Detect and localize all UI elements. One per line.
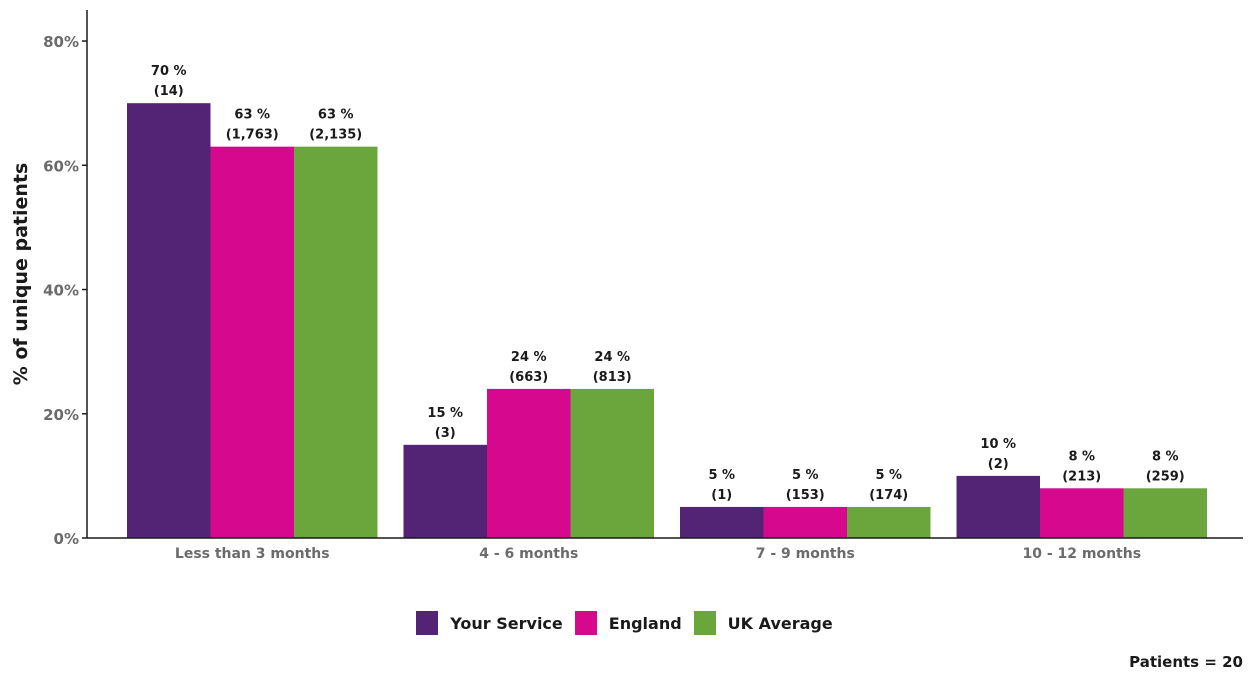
x-tick-label: Less than 3 months xyxy=(175,546,330,562)
data-label: (2,135) xyxy=(309,128,362,143)
y-tick-label: 80% xyxy=(43,33,79,51)
legend-label: Your Service xyxy=(450,613,563,633)
data-label: (259) xyxy=(1146,469,1185,484)
y-tick-label: 0% xyxy=(54,530,79,548)
x-tick-label: 7 - 9 months xyxy=(756,546,855,562)
data-label: 8 % xyxy=(1152,449,1179,464)
bar-england-2 xyxy=(487,388,571,538)
bar-uk-average-3 xyxy=(847,506,931,538)
data-label: (1) xyxy=(711,488,732,503)
data-label: (14) xyxy=(154,84,184,99)
legend-item: Your Service xyxy=(416,611,563,635)
data-label: 5 % xyxy=(708,468,735,483)
data-label: (1,763) xyxy=(226,128,279,143)
bar-england-3 xyxy=(763,506,847,538)
y-tick-label: 60% xyxy=(43,157,79,175)
bar-uk-average-4 xyxy=(1123,488,1207,538)
legend: Your Service England UK Average xyxy=(0,611,1249,635)
data-label: 5 % xyxy=(875,468,902,483)
data-label: 70 % xyxy=(151,64,187,79)
patients-count: Patients = 20 xyxy=(1129,653,1243,671)
bar-your-service-1 xyxy=(127,103,211,539)
data-labels: 70 % (14) 63 % (1,763) 63 % (2,135) 15 % (3) 24 … xyxy=(151,64,1185,503)
legend-label: UK Average xyxy=(727,613,833,633)
data-label: 10 % xyxy=(980,437,1016,452)
y-axis-title: % of unique patients xyxy=(10,163,32,386)
legend-swatch xyxy=(574,611,597,635)
legend-item: UK Average xyxy=(693,611,833,635)
x-tick-label: 10 - 12 months xyxy=(1022,546,1141,562)
data-label: 5 % xyxy=(792,468,819,483)
bar-your-service-3 xyxy=(680,506,764,538)
bar-uk-average-1 xyxy=(294,146,378,539)
data-label: (813) xyxy=(593,370,632,385)
bars xyxy=(127,103,1207,539)
legend-swatch xyxy=(416,611,439,635)
data-label: 63 % xyxy=(234,108,270,123)
data-label: 24 % xyxy=(594,350,630,365)
axes: Less than 3 months 4 - 6 months 7 - 9 mont… xyxy=(43,10,1243,562)
y-tick-label: 20% xyxy=(43,406,79,424)
data-label: 15 % xyxy=(427,406,463,421)
bar-england-4 xyxy=(1040,488,1124,538)
data-label: (3) xyxy=(435,426,456,441)
data-label: 8 % xyxy=(1068,449,1095,464)
legend-swatch xyxy=(693,611,716,635)
data-label: (2) xyxy=(988,457,1009,472)
data-label: 63 % xyxy=(318,108,354,123)
data-label: (153) xyxy=(786,488,825,503)
bar-uk-average-2 xyxy=(570,388,654,538)
bar-your-service-2 xyxy=(403,444,487,538)
x-tick-label: 4 - 6 months xyxy=(479,546,578,562)
data-label: 24 % xyxy=(511,350,547,365)
bar-england-1 xyxy=(210,146,294,539)
data-label: (663) xyxy=(509,370,548,385)
data-label: (174) xyxy=(869,488,908,503)
legend-item: England xyxy=(574,611,682,635)
bar-your-service-4 xyxy=(956,475,1040,538)
data-label: (213) xyxy=(1062,469,1101,484)
y-tick-label: 40% xyxy=(43,282,79,300)
legend-label: England xyxy=(608,613,682,633)
